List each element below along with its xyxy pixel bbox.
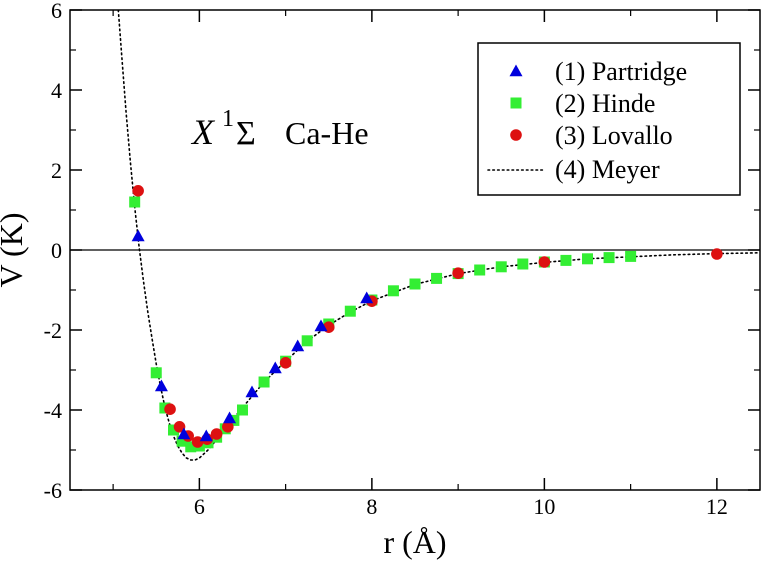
point-hinde: [185, 441, 197, 453]
point-lovallo: [173, 421, 186, 433]
point-hinde: [582, 253, 593, 265]
point-hinde: [495, 261, 507, 273]
title-main: X: [190, 112, 216, 152]
point-lovallo: [538, 256, 551, 268]
point-partridge: [199, 429, 213, 442]
x-axis-label: r (Å): [383, 524, 446, 560]
x-tick-label: 6: [194, 494, 205, 519]
point-lovallo: [164, 403, 176, 416]
point-partridge: [360, 291, 374, 304]
point-hinde: [168, 424, 179, 436]
title-species: Ca-He: [285, 115, 369, 151]
point-lovallo: [222, 421, 234, 433]
ticks-layer: 6 8 10 12 -6 -4 -2 0 2 4 6: [44, 0, 760, 519]
point-partridge: [154, 379, 168, 392]
legend-marker-hinde: [510, 97, 522, 109]
series-layer: [117, 10, 760, 461]
chart-title: X 1 Σ Ca-He: [190, 106, 369, 152]
x-tick-label: 12: [706, 494, 728, 519]
point-hinde: [387, 285, 399, 297]
point-hinde: [625, 250, 637, 262]
point-lovallo: [132, 185, 144, 197]
point-hinde: [560, 254, 572, 266]
y-tick-label: 0: [51, 238, 62, 263]
point-hinde: [237, 404, 248, 416]
legend-label-lovallo: (3) Lovallo: [555, 121, 673, 150]
point-lovallo: [210, 428, 223, 440]
title-sigma: Σ: [236, 115, 256, 152]
title-superscript: 1: [222, 106, 234, 132]
point-hinde: [431, 272, 443, 284]
y-tick-label: 4: [51, 78, 62, 103]
legend: (1) Partridge (2) Hinde (3) Lovallo (4) …: [477, 42, 741, 196]
point-partridge: [268, 361, 282, 374]
point-hinde: [129, 196, 141, 208]
y-tick-label: 6: [51, 0, 62, 23]
point-partridge: [314, 319, 328, 332]
point-partridge: [131, 229, 145, 242]
point-lovallo: [279, 357, 292, 369]
point-hinde: [301, 335, 313, 347]
point-hinde: [344, 305, 356, 317]
point-hinde: [474, 264, 486, 276]
point-hinde: [409, 278, 421, 290]
point-lovallo: [711, 248, 723, 260]
x-tick-label: 10: [533, 494, 555, 519]
point-partridge: [223, 411, 237, 424]
y-tick-label: -2: [44, 318, 62, 343]
point-partridge: [291, 339, 305, 352]
x-tick-label: 8: [366, 494, 377, 519]
point-partridge: [245, 385, 259, 398]
legend-marker-lovallo: [510, 129, 522, 141]
series-partridge: [131, 229, 374, 442]
point-hinde: [517, 258, 529, 270]
point-hinde: [176, 435, 188, 447]
y-tick-label: 2: [51, 158, 62, 183]
point-hinde: [258, 376, 270, 388]
legend-marker-partridge: [509, 64, 523, 77]
point-partridge: [177, 427, 191, 440]
point-lovallo: [191, 436, 204, 448]
y-tick-label: -4: [44, 398, 62, 423]
point-lovallo: [452, 267, 464, 280]
point-hinde: [603, 252, 615, 264]
point-hinde: [150, 367, 162, 379]
legend-label-hinde: (2) Hinde: [555, 89, 655, 118]
y-tick-label: -6: [44, 478, 62, 503]
y-axis-label: V (K): [0, 213, 29, 288]
legend-label-meyer: (4) Meyer: [555, 155, 660, 184]
legend-label-partridge: (1) Partridge: [555, 57, 687, 86]
